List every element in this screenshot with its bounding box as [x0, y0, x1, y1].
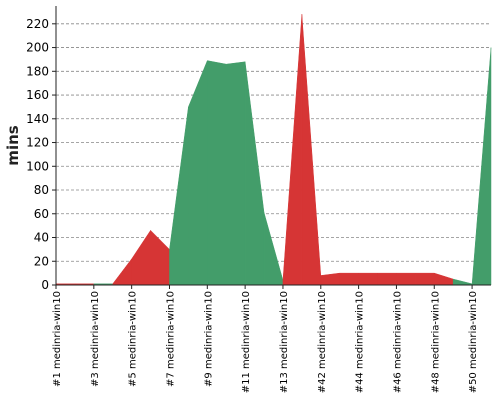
- y-tick-label-80: 80: [34, 183, 49, 197]
- area-segment-build-49: [434, 272, 454, 286]
- y-axis-label: mins: [4, 125, 22, 165]
- y-tick-label-180: 180: [26, 64, 49, 78]
- area-segment-build-8: [169, 106, 189, 286]
- y-tick-label-20: 20: [34, 254, 49, 268]
- series-areas: [55, 14, 492, 286]
- area-segment-build-45: [358, 272, 378, 286]
- area-segment-build-42: [301, 14, 322, 286]
- x-tick-label-build-9: #9 medinria-win10: [203, 291, 214, 387]
- area-segment-build-51: [471, 47, 492, 286]
- y-tick-label-40: 40: [34, 231, 49, 245]
- x-tick-label-build-1: #1 medinria-win10: [52, 291, 63, 387]
- area-segment-build-10: [207, 60, 227, 286]
- x-tick-label-build-44: #44 medinria-win10: [355, 291, 366, 393]
- y-tick-label-100: 100: [26, 159, 49, 173]
- y-tick-label-160: 160: [26, 88, 49, 102]
- x-tick-label-build-48: #48 medinria-win10: [430, 291, 441, 393]
- y-tick-label-140: 140: [26, 112, 49, 126]
- y-tick-label-60: 60: [34, 207, 49, 221]
- x-tick-labels: #1 medinria-win10 #3 medinria-win10 #5 med…: [52, 285, 479, 393]
- area-segment-build-43: [320, 272, 340, 286]
- x-tick-label-build-11: #11 medinria-win10: [241, 291, 252, 393]
- x-tick-label-build-7: #7 medinria-win10: [165, 291, 176, 387]
- area-segment-build-13: [263, 212, 284, 286]
- x-tick-label-build-42: #42 medinria-win10: [317, 291, 328, 393]
- axes: [55, 6, 491, 286]
- y-tick-label-200: 200: [26, 41, 49, 55]
- area-segment-build-14: [282, 14, 303, 286]
- area-segment-build-44: [339, 272, 359, 286]
- area-segment-build-46: [377, 272, 397, 286]
- area-segment-build-48: [415, 272, 435, 286]
- y-tick-label-0: 0: [41, 278, 49, 292]
- area-segment-build-9: [188, 60, 208, 286]
- area-segment-build-7: [150, 229, 170, 286]
- gridlines: [56, 23, 491, 262]
- x-tick-label-build-13: #13 medinria-win10: [279, 291, 290, 393]
- x-tick-label-build-46: #46 medinria-win10: [392, 291, 403, 393]
- x-tick-label-build-50: #50 medinria-win10: [468, 291, 479, 393]
- y-tick-label-220: 220: [26, 17, 49, 31]
- x-tick-label-build-3: #3 medinria-win10: [90, 291, 101, 387]
- y-tick-labels: 0 20 40 60 80 100 120 140 160 180 200 220: [26, 17, 56, 292]
- area-segment-build-6: [131, 229, 151, 286]
- area-segment-build-11: [225, 61, 246, 286]
- x-tick-label-build-5: #5 medinria-win10: [128, 291, 139, 387]
- y-tick-label-120: 120: [26, 136, 49, 150]
- area-segment-build-50: [452, 278, 473, 286]
- area-segment-build-5: [112, 258, 132, 286]
- area-segment-build-47: [396, 272, 416, 286]
